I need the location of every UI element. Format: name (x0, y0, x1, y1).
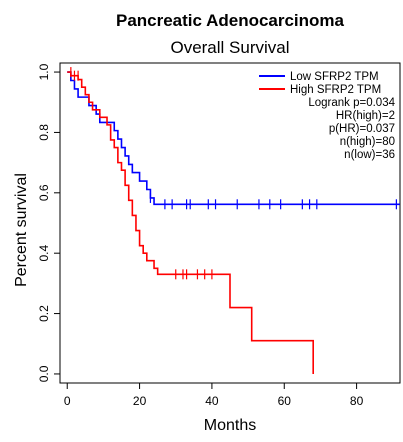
y-tick-label: 0.0 (37, 365, 51, 382)
chart-title: Pancreatic Adenocarcinoma (116, 11, 345, 30)
y-tick-label: 1.0 (37, 63, 51, 80)
x-tick-label: 80 (350, 394, 364, 408)
y-axis-label: Percent survival (13, 173, 30, 287)
y-tick-label: 0.2 (37, 305, 51, 322)
stat-annotation: p(HR)=0.037 (329, 123, 395, 135)
x-tick-label: 60 (278, 394, 292, 408)
stat-annotation: n(low)=36 (344, 149, 395, 161)
y-tick-label: 0.8 (37, 124, 51, 141)
y-tick-label: 0.4 (37, 245, 51, 262)
annotations: Logrank p=0.034HR(high)=2p(HR)=0.037n(hi… (308, 97, 395, 161)
x-tick-label: 0 (64, 394, 71, 408)
x-tick-label: 20 (133, 394, 147, 408)
x-ticks: 0 20 40 60 80 (64, 383, 364, 408)
stat-annotation: n(high)=80 (340, 136, 395, 148)
legend-label-0: Low SFRP2 TPM (290, 71, 379, 83)
series-line-0 (67, 71, 400, 206)
legend-label-1: High SFRP2 TPM (290, 84, 381, 96)
stat-annotation: Logrank p=0.034 (308, 97, 395, 109)
chart-subtitle: Overall Survival (170, 38, 289, 57)
y-tick-label: 0.6 (37, 184, 51, 201)
stat-annotation: HR(high)=2 (336, 110, 395, 122)
plot-frame (59, 62, 401, 384)
y-ticks: 0.0 0.2 0.4 0.6 0.8 1.0 (37, 63, 60, 382)
series-line-1 (67, 71, 314, 374)
x-axis-label: Months (204, 417, 256, 434)
series-layer (67, 67, 400, 374)
x-tick-label: 40 (205, 394, 219, 408)
